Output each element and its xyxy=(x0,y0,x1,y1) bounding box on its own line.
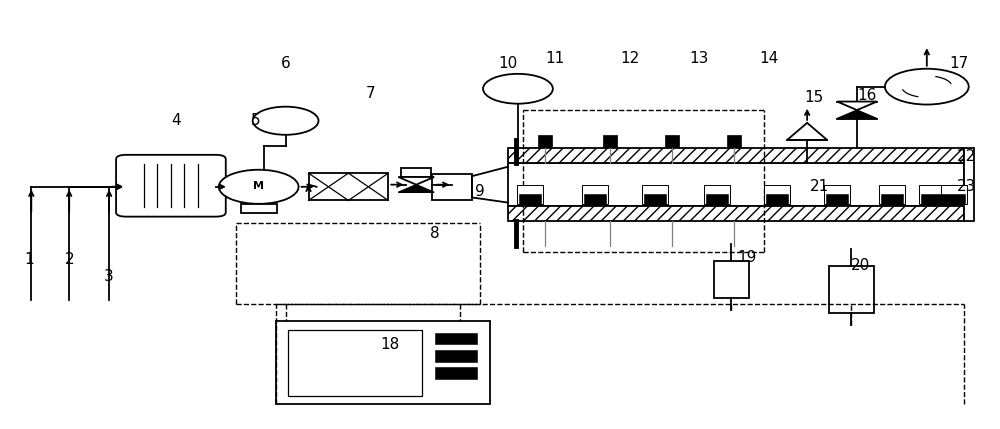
Text: 7: 7 xyxy=(366,85,375,100)
FancyBboxPatch shape xyxy=(116,155,226,217)
Bar xyxy=(919,184,945,204)
Bar xyxy=(508,206,964,221)
Bar xyxy=(879,184,905,204)
Bar xyxy=(517,184,543,204)
Bar xyxy=(881,194,903,204)
Bar xyxy=(829,266,874,313)
Bar xyxy=(538,135,552,147)
Circle shape xyxy=(253,107,319,135)
Bar xyxy=(642,184,668,204)
Bar xyxy=(766,194,788,204)
Bar xyxy=(714,261,749,298)
Bar xyxy=(706,194,728,204)
Text: 22: 22 xyxy=(957,149,976,164)
Text: 20: 20 xyxy=(851,258,871,273)
Bar xyxy=(826,194,848,204)
Bar xyxy=(584,194,606,204)
Bar xyxy=(603,135,617,147)
Text: 21: 21 xyxy=(809,179,829,194)
Polygon shape xyxy=(837,110,877,118)
Bar xyxy=(704,184,730,204)
Bar xyxy=(435,332,477,344)
Bar xyxy=(241,204,277,213)
Bar xyxy=(943,194,965,204)
Bar xyxy=(727,135,741,147)
Text: 5: 5 xyxy=(251,113,260,128)
Bar xyxy=(435,350,477,362)
Text: 1: 1 xyxy=(24,252,34,267)
Text: 13: 13 xyxy=(690,51,709,66)
Bar xyxy=(508,148,964,163)
Polygon shape xyxy=(837,102,877,110)
Text: 14: 14 xyxy=(760,51,779,66)
Text: 12: 12 xyxy=(620,51,639,66)
Bar xyxy=(401,168,431,177)
Polygon shape xyxy=(787,123,827,140)
Text: 16: 16 xyxy=(857,88,877,103)
Text: 23: 23 xyxy=(957,179,976,194)
Text: 2: 2 xyxy=(64,252,74,267)
Bar xyxy=(964,148,974,221)
Circle shape xyxy=(885,69,969,105)
Text: M: M xyxy=(253,181,264,190)
Text: 17: 17 xyxy=(949,56,968,71)
Bar xyxy=(432,174,472,199)
Text: 3: 3 xyxy=(104,269,114,284)
Text: 11: 11 xyxy=(545,51,564,66)
Text: 15: 15 xyxy=(804,90,824,105)
Bar xyxy=(288,330,422,396)
Text: 18: 18 xyxy=(381,337,400,352)
Bar xyxy=(941,184,967,204)
Bar xyxy=(921,194,943,204)
Bar xyxy=(435,367,477,379)
Bar xyxy=(276,321,490,404)
Text: 10: 10 xyxy=(498,56,518,71)
Text: 4: 4 xyxy=(171,113,181,128)
Bar xyxy=(824,184,850,204)
Text: 9: 9 xyxy=(475,184,485,199)
Bar xyxy=(309,173,388,200)
Bar xyxy=(582,184,608,204)
Text: 8: 8 xyxy=(430,226,440,241)
Bar xyxy=(508,163,964,206)
Bar xyxy=(644,194,666,204)
Text: 6: 6 xyxy=(281,56,290,71)
Polygon shape xyxy=(398,184,434,192)
Polygon shape xyxy=(398,177,434,184)
Bar xyxy=(665,135,679,147)
Bar xyxy=(764,184,790,204)
Circle shape xyxy=(483,74,553,104)
Bar xyxy=(519,194,541,204)
Text: 19: 19 xyxy=(738,250,757,265)
Circle shape xyxy=(219,170,299,204)
